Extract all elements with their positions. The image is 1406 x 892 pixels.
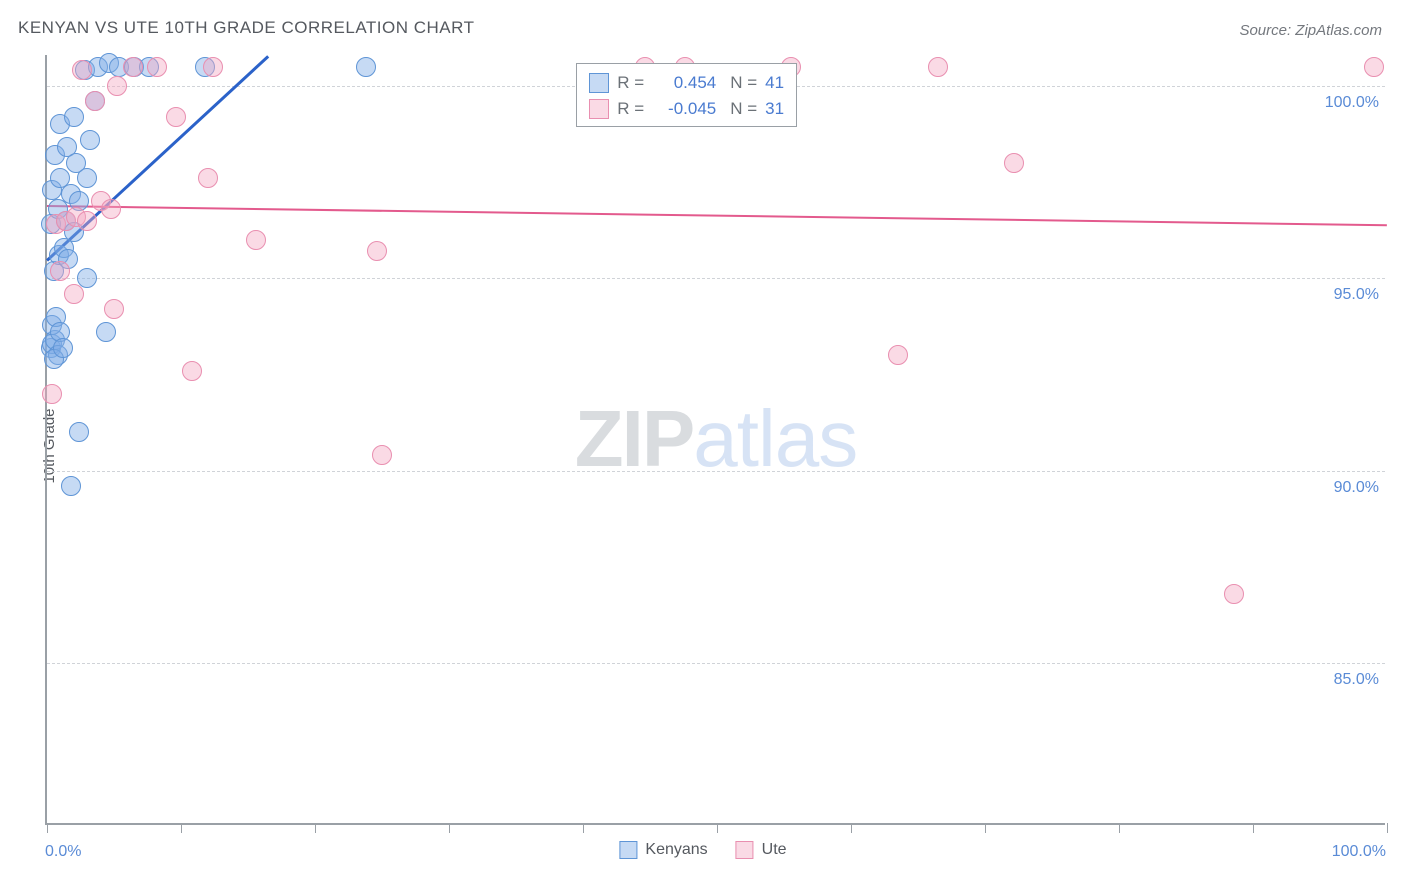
watermark-light: atlas bbox=[693, 394, 857, 483]
correlation-legend-box: R = 0.454 N = 41 R = -0.045 N = 31 bbox=[576, 63, 797, 127]
n-value: 41 bbox=[765, 70, 784, 96]
legend-label: Ute bbox=[762, 841, 787, 859]
scatter-marker bbox=[928, 57, 948, 77]
scatter-marker bbox=[72, 60, 92, 80]
x-tick bbox=[1387, 823, 1388, 833]
r-value: -0.045 bbox=[652, 96, 716, 122]
scatter-marker bbox=[77, 168, 97, 188]
legend-swatch bbox=[619, 841, 637, 859]
scatter-marker bbox=[888, 345, 908, 365]
scatter-marker bbox=[166, 107, 186, 127]
scatter-marker bbox=[64, 107, 84, 127]
x-tick bbox=[717, 823, 718, 833]
series-legend: Kenyans Ute bbox=[619, 841, 786, 859]
r-value: 0.454 bbox=[652, 70, 716, 96]
legend-item: Ute bbox=[736, 841, 787, 859]
scatter-marker bbox=[64, 284, 84, 304]
scatter-marker bbox=[147, 57, 167, 77]
scatter-marker bbox=[80, 130, 100, 150]
x-tick bbox=[583, 823, 584, 833]
scatter-marker bbox=[96, 322, 116, 342]
gridline-horizontal bbox=[47, 663, 1385, 664]
legend-swatch bbox=[589, 73, 609, 93]
x-max-label: 100.0% bbox=[1332, 843, 1386, 861]
x-tick bbox=[181, 823, 182, 833]
legend-stats-row: R = -0.045 N = 31 bbox=[589, 96, 784, 122]
x-min-label: 0.0% bbox=[45, 843, 81, 861]
chart-title: KENYAN VS UTE 10TH GRADE CORRELATION CHA… bbox=[18, 18, 474, 38]
legend-swatch bbox=[589, 99, 609, 119]
scatter-marker bbox=[356, 57, 376, 77]
scatter-marker bbox=[85, 91, 105, 111]
scatter-marker bbox=[203, 57, 223, 77]
scatter-marker bbox=[182, 361, 202, 381]
y-tick-label: 85.0% bbox=[1334, 671, 1379, 689]
scatter-marker bbox=[1364, 57, 1384, 77]
legend-item: Kenyans bbox=[619, 841, 707, 859]
scatter-marker bbox=[107, 76, 127, 96]
watermark-bold: ZIP bbox=[575, 394, 693, 483]
x-tick bbox=[851, 823, 852, 833]
scatter-marker bbox=[53, 338, 73, 358]
x-tick bbox=[1253, 823, 1254, 833]
r-label: R = bbox=[617, 70, 644, 96]
legend-label: Kenyans bbox=[645, 841, 707, 859]
scatter-marker bbox=[367, 241, 387, 261]
n-label: N = bbox=[730, 70, 757, 96]
legend-swatch bbox=[736, 841, 754, 859]
x-tick bbox=[1119, 823, 1120, 833]
y-tick-label: 90.0% bbox=[1334, 479, 1379, 497]
scatter-marker bbox=[198, 168, 218, 188]
scatter-marker bbox=[61, 476, 81, 496]
x-tick bbox=[985, 823, 986, 833]
n-label: N = bbox=[730, 96, 757, 122]
n-value: 31 bbox=[765, 96, 784, 122]
scatter-marker bbox=[42, 384, 62, 404]
scatter-plot-area: ZIPatlas 85.0% 90.0% 95.0% 100.0% R = 0.454 N … bbox=[45, 55, 1385, 825]
legend-stats-row: R = 0.454 N = 41 bbox=[589, 70, 784, 96]
scatter-marker bbox=[69, 422, 89, 442]
r-label: R = bbox=[617, 96, 644, 122]
scatter-marker bbox=[101, 199, 121, 219]
scatter-marker bbox=[123, 57, 143, 77]
scatter-marker bbox=[372, 445, 392, 465]
scatter-marker bbox=[50, 261, 70, 281]
scatter-marker bbox=[1004, 153, 1024, 173]
y-tick-label: 95.0% bbox=[1334, 286, 1379, 304]
scatter-marker bbox=[104, 299, 124, 319]
trend-line bbox=[47, 205, 1387, 226]
scatter-marker bbox=[246, 230, 266, 250]
x-tick bbox=[315, 823, 316, 833]
scatter-marker bbox=[77, 211, 97, 231]
scatter-marker bbox=[1224, 584, 1244, 604]
x-tick bbox=[449, 823, 450, 833]
y-tick-label: 100.0% bbox=[1325, 94, 1379, 112]
gridline-horizontal bbox=[47, 278, 1385, 279]
x-tick bbox=[47, 823, 48, 833]
gridline-horizontal bbox=[47, 471, 1385, 472]
source-attribution: Source: ZipAtlas.com bbox=[1239, 22, 1382, 39]
